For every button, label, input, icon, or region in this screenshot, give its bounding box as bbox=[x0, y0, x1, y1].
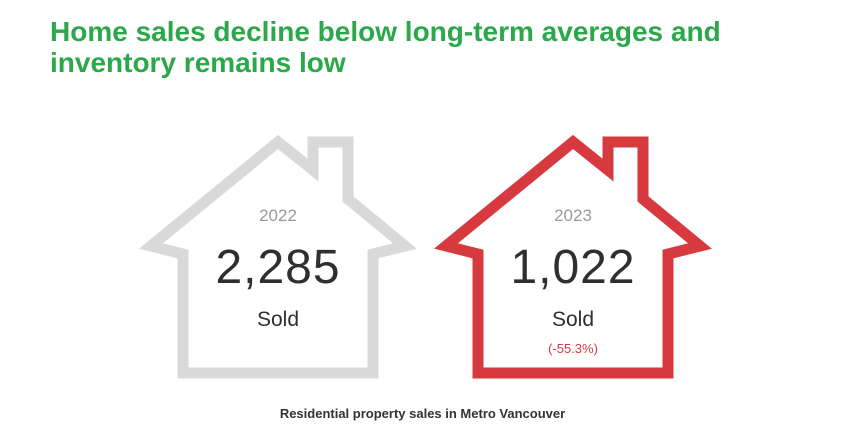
house-2022: 2022 2,285 Sold bbox=[139, 134, 417, 379]
house-2023: 2023 1,022 Sold (-55.3%) bbox=[434, 134, 712, 379]
change-badge-2023: (-55.3%) bbox=[548, 341, 598, 356]
house-outline-2022-icon bbox=[139, 134, 417, 379]
year-label-2023: 2023 bbox=[554, 206, 592, 225]
sold-label-2023: Sold bbox=[551, 308, 595, 331]
sales-value-2023: 1,022 bbox=[510, 241, 636, 294]
sales-value-2022: 2,285 bbox=[215, 241, 341, 294]
year-label-2022: 2022 bbox=[259, 206, 297, 225]
page-title: Home sales decline below long-term avera… bbox=[50, 16, 721, 78]
sold-label-2022: Sold bbox=[256, 308, 300, 331]
caption: Residential property sales in Metro Vanc… bbox=[279, 406, 566, 421]
house-outline-2023-icon bbox=[434, 134, 712, 379]
